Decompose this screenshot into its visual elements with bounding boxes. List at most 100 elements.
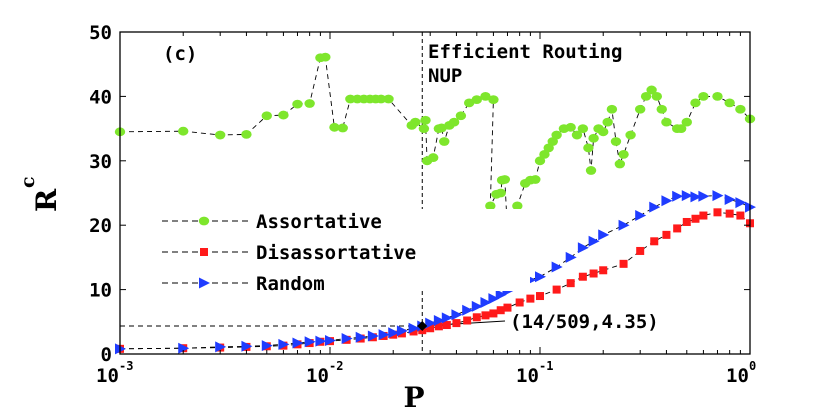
data-point-assortative <box>499 175 511 184</box>
legend-item-disassortative: Disassortative <box>162 242 416 264</box>
data-point-assortative <box>551 130 562 140</box>
data-point-assortative <box>598 127 609 137</box>
x-tick-exponent: 0 <box>749 359 756 373</box>
data-point-random <box>178 342 190 354</box>
y-axis-title: R <box>30 188 63 212</box>
data-point-assortative <box>448 117 460 127</box>
data-point-random <box>698 190 710 202</box>
data-point-random <box>598 229 610 241</box>
y-tick-label: 20 <box>89 215 112 237</box>
data-point-assortative <box>471 95 482 105</box>
legend-item-assortative: Assortative <box>162 211 382 233</box>
legend-marker-assortative <box>198 216 210 226</box>
data-point-disassortative <box>636 246 645 255</box>
data-point-assortative <box>278 110 289 120</box>
data-point-assortative <box>439 137 450 146</box>
data-point-assortative <box>455 111 467 121</box>
data-point-disassortative <box>682 217 691 226</box>
data-point-disassortative <box>503 303 512 312</box>
data-point-random <box>462 304 474 316</box>
data-point-disassortative <box>699 211 708 220</box>
legend-background <box>160 209 530 291</box>
data-point-assortative <box>383 94 394 104</box>
data-point-assortative <box>656 104 667 114</box>
legend-marker-disassortative <box>200 248 208 256</box>
data-point-assortative <box>610 137 622 146</box>
data-point-random <box>241 340 253 352</box>
data-point-random <box>388 327 400 339</box>
legend-marker-random <box>199 277 210 289</box>
data-point-assortative <box>681 117 692 127</box>
data-point-disassortative <box>481 311 490 320</box>
x-tick-label: 10 <box>726 365 749 387</box>
data-point-assortative <box>329 122 340 132</box>
data-point-disassortative <box>589 269 598 278</box>
data-point-assortative <box>675 124 687 133</box>
data-point-disassortative <box>515 298 524 307</box>
data-point-assortative <box>651 92 663 101</box>
data-point-disassortative <box>409 327 418 336</box>
x-tick-label: 10 <box>96 365 119 387</box>
data-point-assortative <box>640 92 652 101</box>
data-point-assortative <box>571 130 583 140</box>
data-point-random <box>396 325 408 337</box>
data-point-disassortative <box>619 259 628 268</box>
data-point-assortative <box>337 123 348 133</box>
data-point-random <box>618 219 630 231</box>
data-point-random <box>304 336 316 348</box>
data-point-disassortative <box>691 214 700 223</box>
data-point-assortative <box>543 143 554 153</box>
data-point-disassortative <box>442 321 451 330</box>
data-point-assortative <box>410 117 421 127</box>
data-point-assortative <box>530 175 541 184</box>
data-point-random <box>724 193 736 205</box>
data-point-assortative <box>585 166 597 175</box>
legend-label-assortative: Assortative <box>256 211 382 233</box>
data-point-random <box>341 333 353 345</box>
data-point-random <box>488 293 500 305</box>
data-point-assortative <box>724 98 735 108</box>
data-point-assortative <box>625 130 636 140</box>
routing-annotation-line2: NUP <box>428 65 462 87</box>
data-point-random <box>261 340 273 352</box>
data-point-disassortative <box>673 224 682 233</box>
data-point-assortative <box>488 95 499 105</box>
data-point-disassortative <box>489 309 498 318</box>
data-point-random <box>690 191 702 203</box>
data-point-random <box>367 330 379 342</box>
data-point-disassortative <box>463 316 472 325</box>
data-point-assortative <box>539 149 550 159</box>
data-point-random <box>649 201 661 213</box>
data-point-random <box>735 197 747 209</box>
data-point-assortative <box>178 126 189 136</box>
data-point-assortative <box>420 115 431 125</box>
series-assortative <box>114 52 756 237</box>
data-point-random <box>661 195 673 207</box>
data-point-assortative <box>618 149 629 159</box>
data-point-random <box>495 289 507 301</box>
y-axis-title-group: R c <box>17 176 63 212</box>
data-point-assortative <box>261 111 272 121</box>
data-point-assortative <box>480 92 491 101</box>
data-point-random <box>425 317 437 329</box>
data-point-disassortative <box>426 324 435 333</box>
data-point-random <box>325 334 336 346</box>
legend-label-disassortative: Disassortative <box>256 242 416 264</box>
data-point-assortative <box>602 117 613 127</box>
x-tick-exponent: -1 <box>539 359 553 373</box>
data-point-assortative <box>661 117 672 127</box>
x-tick-label: 10 <box>516 365 539 387</box>
axes-frame <box>119 31 751 355</box>
y-tick-label: 10 <box>89 280 112 302</box>
data-point-assortative <box>427 153 439 162</box>
data-point-random <box>355 331 367 343</box>
data-point-random <box>565 251 577 263</box>
data-point-assortative <box>577 124 589 133</box>
data-point-disassortative <box>434 322 443 331</box>
data-point-assortative <box>634 104 646 114</box>
data-point-random <box>441 312 453 324</box>
data-point-random <box>672 190 684 202</box>
x-tick-exponent: -3 <box>119 359 133 373</box>
